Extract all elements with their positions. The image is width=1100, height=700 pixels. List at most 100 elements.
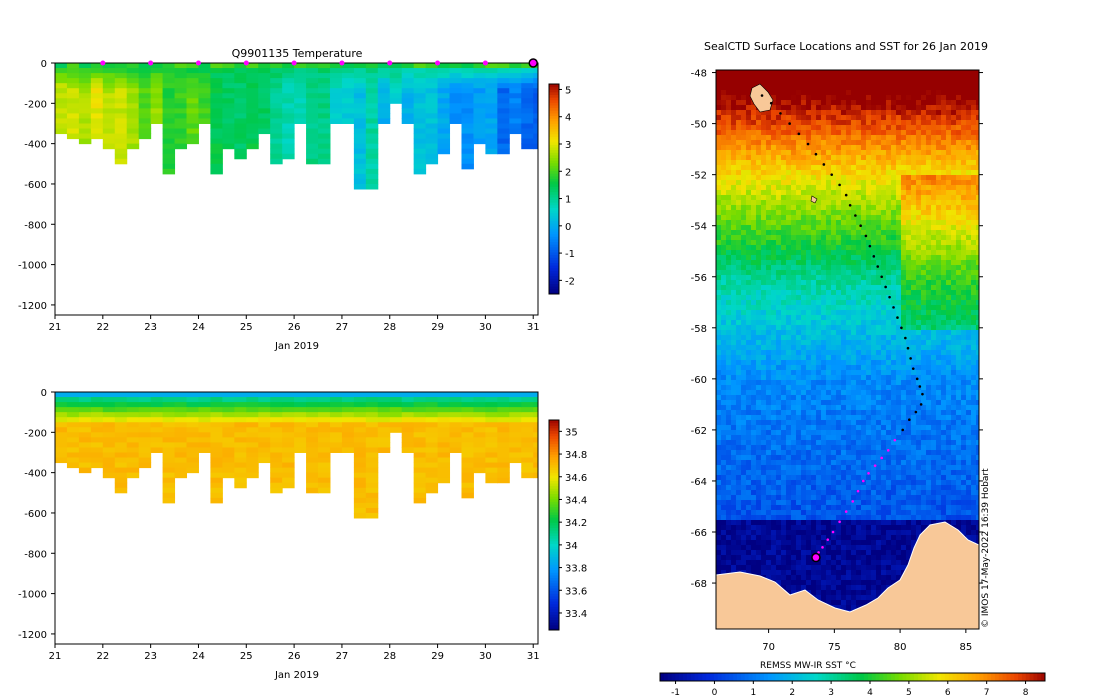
colorbar-segment	[549, 228, 559, 232]
sst-cell	[891, 120, 897, 126]
section-cell	[353, 492, 367, 499]
section-cell	[282, 108, 295, 114]
sst-cell	[726, 310, 732, 316]
sst-cell	[921, 170, 927, 176]
sst-cell	[836, 100, 842, 106]
colorbar-segment	[549, 496, 559, 500]
sst-cell	[886, 165, 892, 171]
sst-cell	[736, 145, 742, 151]
sst-cell	[791, 180, 797, 186]
section-cell	[234, 407, 247, 413]
sst-cell	[796, 280, 802, 286]
section-cell	[329, 63, 343, 69]
section-cell	[318, 452, 331, 459]
sst-cell	[911, 270, 917, 276]
sst-cell	[886, 365, 892, 371]
sst-cell	[761, 120, 767, 126]
section-cell	[509, 93, 522, 99]
sst-cell	[726, 180, 732, 186]
sst-cell	[736, 120, 742, 126]
sst-cell	[911, 95, 917, 101]
section-cell	[138, 412, 152, 418]
sst-cell	[856, 375, 862, 381]
sst-cell	[856, 190, 862, 196]
sst-cell	[826, 85, 832, 91]
sst-cell	[811, 110, 817, 116]
sst-cell	[856, 285, 862, 291]
sst-cell	[836, 245, 842, 251]
sst-cell	[936, 150, 942, 156]
section-cell	[353, 412, 367, 418]
section-cell	[246, 457, 259, 464]
sst-cell	[871, 350, 877, 356]
sst-cell	[821, 215, 827, 221]
section-cell	[102, 103, 116, 109]
sst-cell	[921, 265, 927, 271]
section-cell	[497, 392, 510, 398]
sst-cell	[976, 245, 979, 251]
sst-cell	[806, 270, 812, 276]
section-cell	[461, 487, 474, 494]
sst-cell	[896, 305, 902, 311]
sst-cell	[716, 105, 722, 111]
sst-cell	[936, 220, 942, 226]
sst-cell	[756, 280, 762, 286]
sst-cell	[731, 85, 737, 91]
section-cell	[389, 402, 403, 408]
sst-cell	[946, 290, 952, 296]
sst-cell	[941, 290, 947, 296]
section-cell	[461, 462, 474, 469]
sst-cell	[886, 220, 892, 226]
section-cell	[78, 422, 92, 428]
sst-cell	[891, 140, 897, 146]
section-cell	[365, 487, 379, 494]
sst-cell	[851, 180, 857, 186]
salinity-panel: 21 22 23 24 25 26 27 28 29 30 31 0-200-400-600-800…	[18, 388, 587, 681]
sst-cell	[856, 185, 862, 191]
sst-cell	[766, 245, 772, 251]
sst-cell	[786, 100, 792, 106]
section-cell	[318, 397, 331, 403]
sst-cell	[866, 380, 872, 386]
sst-cell	[896, 115, 902, 121]
sst-cell	[966, 150, 972, 156]
sst-cell	[756, 140, 762, 146]
sst-cell	[721, 335, 727, 341]
sst-cell	[961, 370, 967, 376]
colorbar-label: 1	[565, 195, 571, 206]
sst-cell	[966, 300, 972, 306]
section-cell	[341, 437, 355, 443]
section-cell	[401, 402, 415, 408]
section-cell	[365, 68, 379, 74]
sst-cell	[726, 145, 732, 151]
sst-cell	[976, 345, 979, 351]
section-cell	[222, 88, 235, 94]
sst-cell	[891, 355, 897, 361]
sst-cell	[821, 345, 827, 351]
sst-cell	[886, 335, 892, 341]
sst-cell	[901, 325, 907, 331]
sst-cell	[826, 185, 832, 191]
sst-cell	[771, 230, 777, 236]
sst-cell	[876, 95, 882, 101]
sst-cell	[791, 195, 797, 201]
colorbar-segment	[549, 430, 559, 434]
sst-cell	[881, 315, 887, 321]
sst-cell	[911, 320, 917, 326]
section-cell	[365, 427, 379, 433]
sst-cell	[746, 290, 752, 296]
sst-cell	[791, 155, 797, 161]
sst-cell	[891, 170, 897, 176]
sst-cell	[891, 190, 897, 196]
section-cell	[66, 442, 80, 448]
sst-cell	[831, 230, 837, 236]
section-cell	[497, 88, 510, 94]
section-cell	[353, 153, 367, 160]
sst-cell	[951, 340, 957, 346]
sst-cell	[826, 210, 832, 216]
salinity-section	[55, 392, 538, 519]
section-cell	[162, 133, 176, 140]
profile-markers	[100, 58, 538, 68]
colorbar-segment	[549, 425, 559, 429]
sst-cell	[836, 105, 842, 111]
